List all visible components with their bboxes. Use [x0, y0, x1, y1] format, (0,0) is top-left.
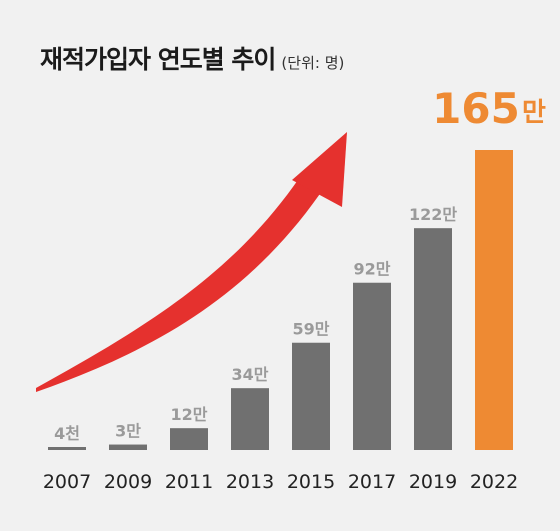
bar-2015: [292, 342, 330, 450]
data-label-highlight-suffix: 만: [522, 98, 546, 128]
x-tick-label: 2007: [43, 471, 91, 493]
bar-2022: [475, 150, 513, 450]
x-tick-label: 2019: [409, 471, 457, 493]
trend-arrow-head: [292, 132, 347, 207]
x-tick-label: 2011: [165, 471, 213, 493]
bar-2013: [231, 388, 269, 450]
x-tick-label: 2013: [226, 471, 274, 493]
data-label: 4천: [54, 424, 80, 443]
bar-2017: [353, 282, 391, 450]
x-tick-label: 2022: [470, 471, 518, 493]
unit-note: (단위: 명): [281, 54, 345, 72]
x-tick-label: 2015: [287, 471, 335, 493]
data-label: 59만: [293, 320, 330, 339]
x-tick-label: 2009: [104, 471, 152, 493]
bar-2007: [48, 447, 86, 450]
data-label: 34만: [232, 365, 269, 384]
chart-title: 재적가입자 연도별 추이: [40, 45, 276, 74]
bar-2011: [170, 428, 208, 450]
bar-2019: [414, 228, 452, 450]
trend-arrow-shaft: [36, 168, 326, 392]
bar-2009: [109, 444, 147, 450]
data-label: 12만: [171, 405, 208, 424]
title-block: 재적가입자 연도별 추이 (단위: 명): [40, 40, 344, 76]
data-label: 92만: [354, 260, 391, 279]
data-label: 3만: [115, 422, 141, 441]
data-label-highlight: 165: [432, 84, 520, 133]
data-label: 122만: [409, 205, 457, 224]
x-tick-label: 2017: [348, 471, 396, 493]
